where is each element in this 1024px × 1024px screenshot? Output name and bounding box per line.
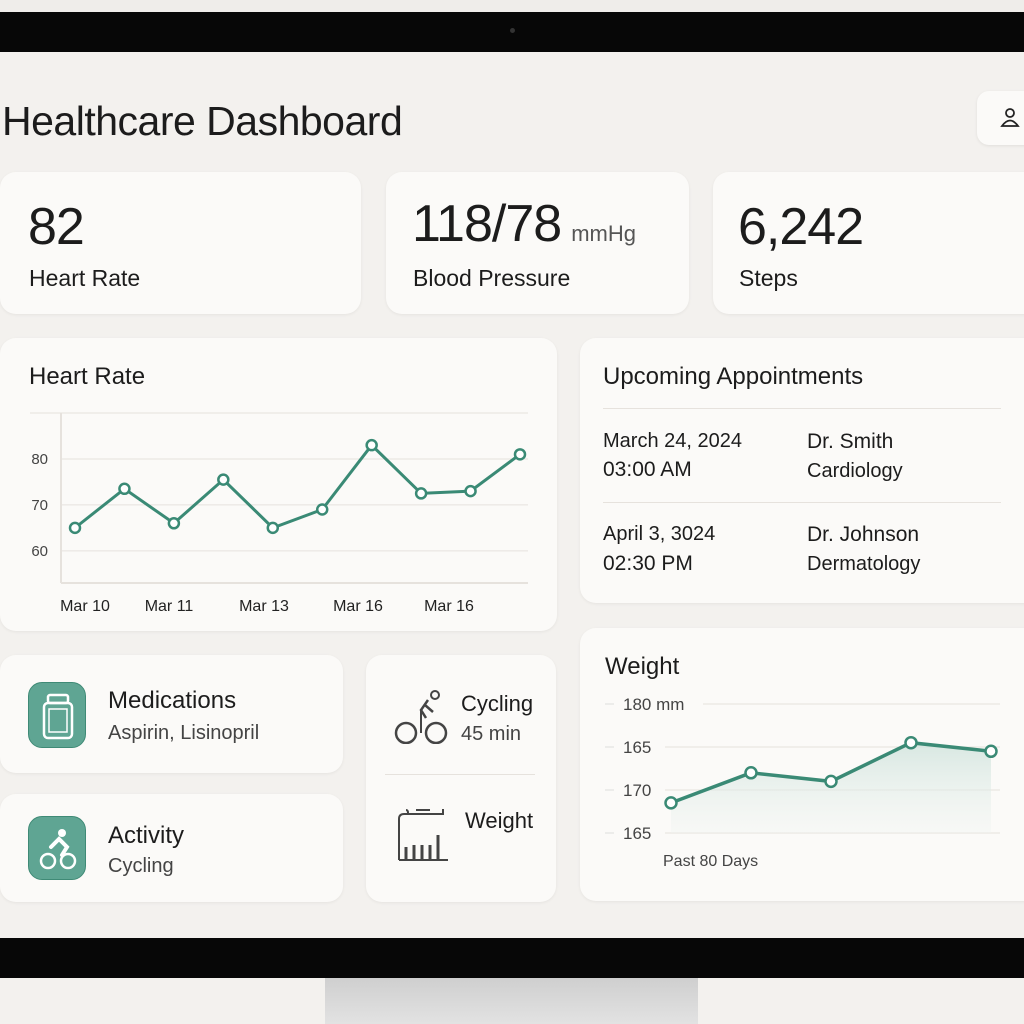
data-point [167,517,181,530]
blood-pressure-label: Blood Pressure [413,265,571,291]
weight-bars-icon [398,809,448,861]
weight-chart: 180 mm 165 170 165 [605,695,1000,843]
y-tick-label: 180 mm [623,695,684,714]
monitor-stand [325,978,698,1024]
user-profile-button[interactable] [977,91,1024,145]
medications-title: Medications [108,687,237,714]
y-tick-label: 60 [31,543,48,560]
heart-rate-chart: 60 70 80 Mar 10 Mar 11 Mar 13 Mar 16 Mar 16 [30,412,528,615]
data-point [414,487,428,500]
cycling-duration: 45 min [461,723,522,745]
x-tick-label: Mar 13 [239,598,289,615]
data-point [217,473,230,486]
data-point [315,503,329,516]
x-tick-label: Mar 16 [333,598,383,615]
bicycle-icon [394,690,448,744]
steps-label: Steps [739,265,798,291]
blood-pressure-stat-card: 118/78 mmHg Blood Pressure [386,172,689,314]
series-line [74,442,521,530]
heart-rate-label: Heart Rate [29,265,141,291]
y-tick-label: 170 [623,781,651,800]
data-point [118,482,131,496]
cycling-title: Cycling [461,691,534,716]
y-tick-label: 165 [623,738,651,757]
y-tick-label: 70 [31,497,48,514]
pill-bottle-icon [28,682,86,748]
weight-chart-title: Weight [605,653,680,680]
heart-rate-chart-title: Heart Rate [29,363,146,390]
appointment-time: 03:00 AM [603,458,692,481]
data-point [824,774,838,789]
x-tick-label: Mar 11 [145,598,194,615]
weight-summary-title: Weight [465,808,534,833]
cycling-icon [28,816,86,880]
appointment-specialty: Dermatology [807,553,921,575]
appointment-doctor: Dr. Johnson [807,523,920,546]
monitor-top-edge [0,0,1024,12]
activity-title: Activity [108,822,185,849]
appointment-specialty: Cardiology [807,460,903,482]
y-tick-label: 80 [31,451,48,468]
activity-detail: Cycling [108,855,174,877]
y-tick-label: 165 [623,824,651,843]
blood-pressure-unit: mmHg [571,221,636,246]
page-title: Healthcare Dashboard [2,98,403,144]
data-point [904,735,918,750]
data-point [744,766,758,780]
weight-chart-xlabel: Past 80 Days [663,853,759,870]
camera-icon [510,28,515,33]
data-point [664,796,678,810]
data-point [68,521,82,535]
user-icon [1000,108,1020,127]
divider [385,774,535,775]
data-point [984,744,998,759]
appointments-title: Upcoming Appointments [603,363,864,390]
medications-card[interactable]: Medications Aspirin, Lisinopril [0,655,343,773]
monitor-bezel-bottom [0,938,1024,978]
data-point [513,448,527,461]
data-point [464,484,477,498]
appointment-date: March 24, 2024 [603,430,742,452]
activity-card[interactable]: Activity Cycling [0,794,343,902]
appointment-time: 02:30 PM [603,552,693,575]
data-point [266,521,280,535]
data-point [365,438,378,452]
blood-pressure-value: 118/78 [412,195,562,253]
heart-rate-value: 82 [28,198,85,256]
heart-rate-stat-card: 82 Heart Rate [0,172,361,314]
x-tick-label: Mar 16 [424,598,474,615]
divider [603,408,1001,409]
medications-detail: Aspirin, Lisinopril [108,722,260,744]
steps-value: 6,242 [738,198,864,256]
divider [603,502,1001,503]
appointments-card: Upcoming Appointments March 24, 2024 03:… [580,338,1024,603]
appointment-date: April 3, 3024 [603,523,716,545]
x-tick-label: Mar 10 [60,598,110,615]
steps-stat-card: 6,242 Steps [713,172,1024,314]
appointment-doctor: Dr. Smith [807,430,894,453]
activity-summary-card: Cycling 45 min Weight [366,655,556,902]
